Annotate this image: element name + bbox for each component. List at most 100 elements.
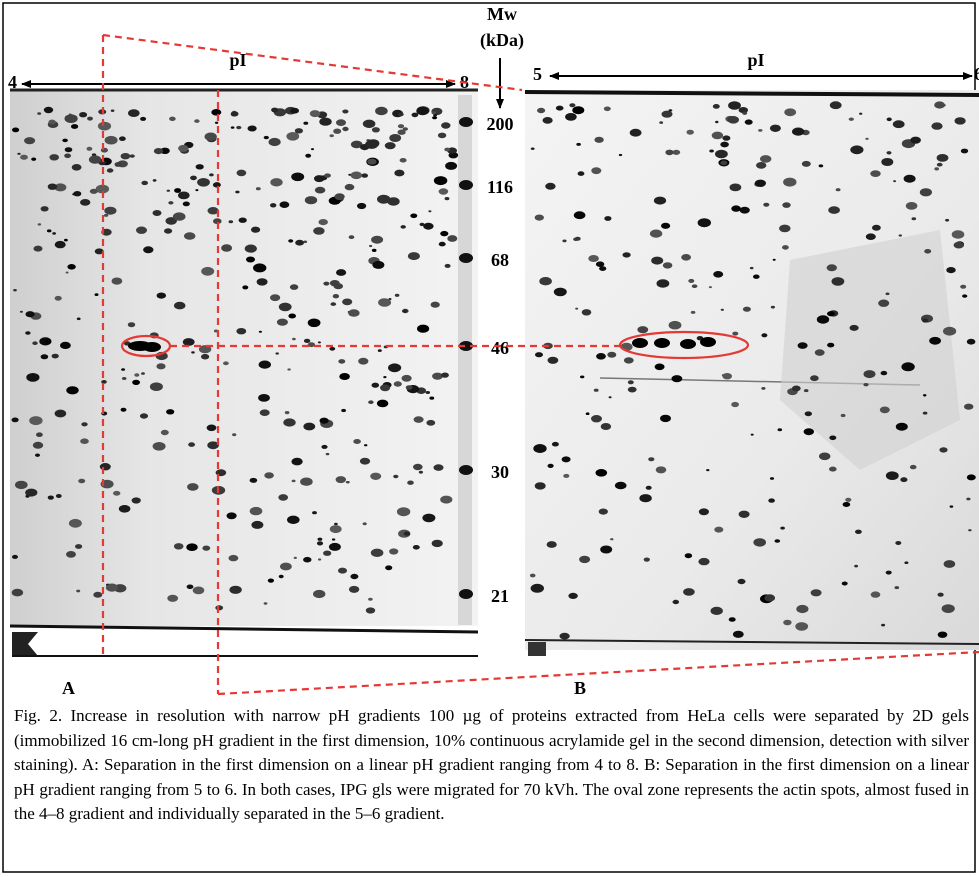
gel-spot [318, 558, 322, 561]
gel-a-mark [12, 632, 38, 656]
gel-spot [31, 157, 37, 161]
gel-spot [230, 126, 235, 129]
gel-spot [55, 494, 62, 498]
marker-band [459, 589, 473, 599]
gel-spot [840, 413, 846, 418]
guide-line [217, 650, 979, 696]
gel-spot [48, 119, 56, 125]
gel-spot [215, 605, 224, 611]
gel-spot [270, 294, 281, 302]
gel-spot [714, 526, 724, 533]
gel-spot [362, 119, 376, 128]
gel-spot [97, 121, 112, 131]
gel-spot [64, 238, 68, 242]
gel-spot [656, 279, 670, 288]
gel-spot [827, 311, 835, 317]
gel-spot [598, 508, 608, 515]
mw-title: Mw [487, 4, 517, 24]
gel-spot [545, 182, 556, 190]
gel-spot [895, 422, 908, 431]
gel-spot [394, 169, 405, 177]
gel-spot [402, 127, 408, 131]
gel-spot [881, 623, 886, 627]
gel-spot [396, 507, 411, 517]
gel-spot [731, 401, 739, 408]
gel-spot [654, 363, 665, 371]
gel-spot [432, 372, 443, 380]
gel-spot [537, 107, 546, 114]
gel-spot [101, 380, 107, 384]
gel-spot [128, 109, 140, 117]
gel-spot [368, 597, 373, 601]
gel-spot [761, 333, 768, 338]
gel-spot [93, 591, 103, 598]
gel-spot [178, 191, 190, 200]
mw-label: 46 [491, 338, 509, 358]
gel-spot [854, 564, 858, 568]
actin-oval-a [120, 334, 172, 358]
gel-spot [66, 551, 76, 558]
gel-spot [418, 470, 423, 474]
gel-spot [25, 488, 38, 497]
gel-spot [249, 477, 258, 483]
gel-spot [782, 202, 791, 208]
gel-spot [270, 178, 283, 187]
gel-a-edge [9, 624, 479, 634]
gel-spot [206, 424, 217, 432]
gel-spot [152, 179, 157, 182]
gel-spot [329, 346, 336, 351]
gel-spot [114, 162, 122, 167]
gel-spot [417, 324, 430, 333]
gel-spot [118, 505, 131, 513]
gel-spot [422, 513, 436, 523]
gel-spot [870, 170, 881, 178]
gel-spot [204, 132, 217, 141]
gel-spot [334, 193, 345, 201]
gel-spot [350, 573, 359, 580]
gel-spot [73, 191, 82, 197]
gel-spot [35, 453, 40, 457]
gel-spot [20, 154, 28, 160]
gel-spot [52, 232, 56, 235]
gel-spot [279, 201, 290, 208]
gel-spot [569, 103, 576, 108]
gel-spot [720, 308, 724, 311]
gel-spot [60, 341, 71, 349]
gel-spot [369, 244, 373, 248]
gel-spot [885, 292, 890, 296]
gel-spot [706, 469, 710, 472]
gel-spot [960, 284, 967, 289]
gel-spot [936, 154, 949, 162]
gel-spot [547, 356, 559, 364]
gel-spot [289, 284, 299, 290]
gel-spot [777, 428, 783, 432]
gel-spot [309, 110, 321, 118]
gel-spot [572, 106, 585, 115]
gel-spot [47, 183, 58, 190]
gel-spot [232, 433, 237, 437]
gel-spot [174, 188, 182, 193]
gel-spot [253, 263, 267, 273]
gel-spot [697, 218, 711, 228]
gel-spot [258, 360, 271, 369]
gel-spot [342, 126, 349, 132]
gel-spot [772, 258, 776, 261]
gel-spot [895, 541, 902, 545]
gel-spot [236, 169, 247, 177]
gel-spot [945, 218, 950, 222]
gel-spot [95, 184, 110, 194]
gel-spot [295, 239, 304, 246]
gel-spot [280, 562, 292, 571]
gel-spot [416, 106, 429, 116]
gel-spot [64, 153, 71, 159]
gel-spot [370, 548, 384, 557]
gel-spot [380, 384, 391, 392]
gel-spot [111, 277, 123, 285]
gel-spot [744, 119, 753, 125]
gel-spot [576, 142, 581, 146]
gel-spot [129, 154, 135, 158]
gel-spot [303, 338, 311, 343]
actin-spot [632, 338, 648, 348]
gel-spot [238, 217, 247, 223]
